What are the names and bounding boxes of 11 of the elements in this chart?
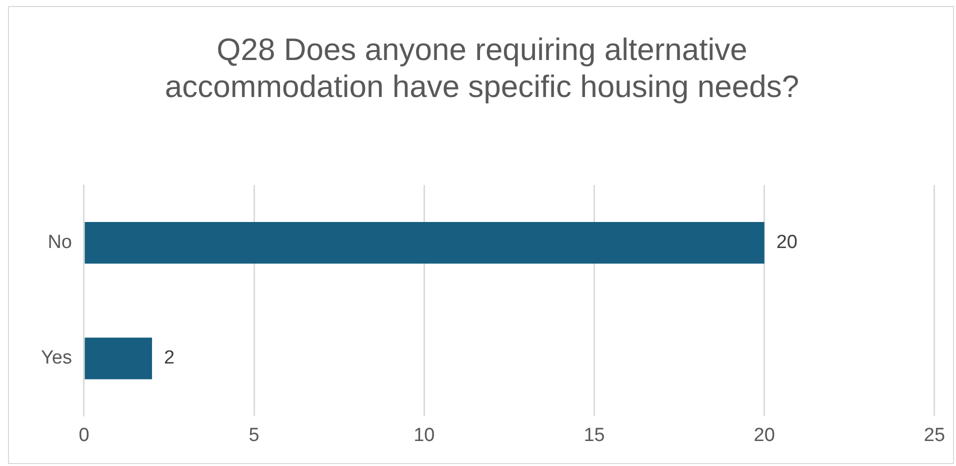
- x-tick-label: 10: [414, 424, 435, 446]
- y-tick-label: Yes: [40, 348, 72, 369]
- y-tick-label: No: [48, 232, 72, 254]
- x-tick-label: 0: [78, 424, 90, 446]
- data-label: 20: [776, 232, 798, 254]
- x-tick-label: 5: [248, 424, 260, 446]
- data-label: 2: [164, 348, 175, 369]
- x-tick-label: 25: [924, 424, 946, 446]
- x-tick-label: 15: [584, 424, 605, 446]
- chart-title: Q28 Does anyone requiring alternative accommodation have specific housing needs?: [164, 31, 800, 105]
- x-tick-label: 20: [754, 424, 775, 446]
